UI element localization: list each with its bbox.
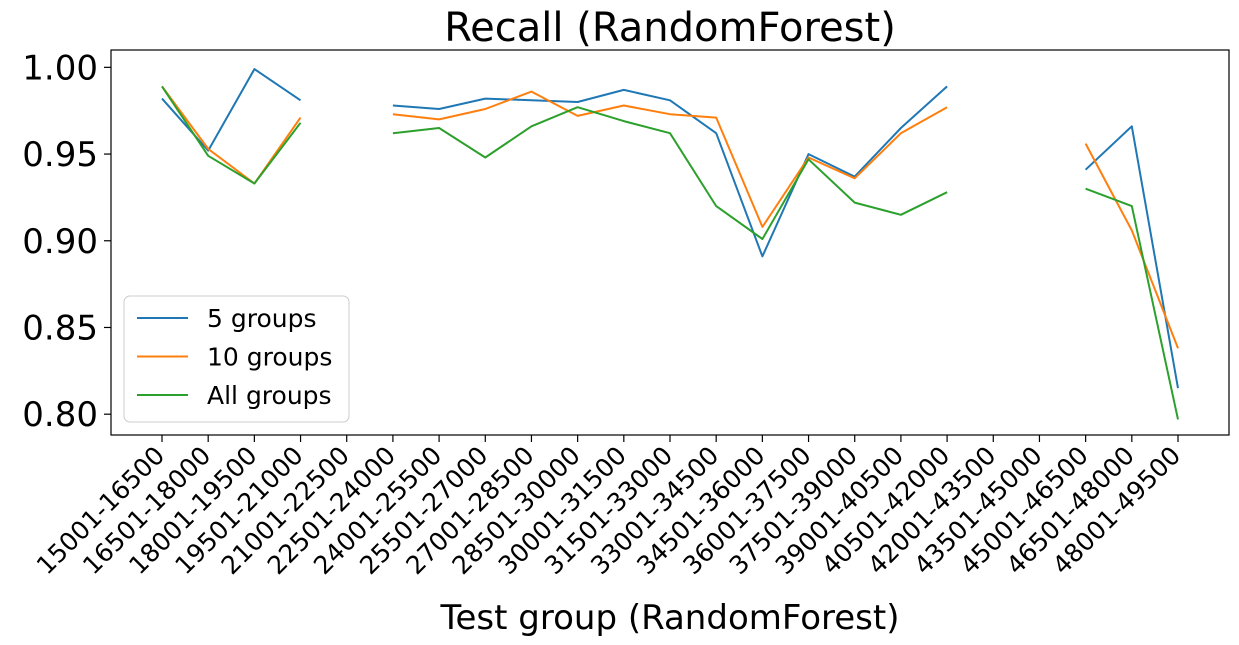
series-line-2 [161, 85, 1179, 349]
x-axis: 15001-1650016501-1800018001-1950019501-2… [31, 435, 1186, 580]
x-axis-label: Test group (RandomForest) [440, 598, 900, 638]
y-tick-label: 0.80 [22, 395, 98, 435]
legend-label: All groups [207, 381, 332, 410]
y-tick-label: 0.90 [22, 222, 98, 262]
series-line-1 [161, 68, 1179, 389]
y-tick-label: 0.85 [22, 308, 98, 348]
series-lines [161, 68, 1179, 420]
legend-label: 10 groups [207, 343, 332, 372]
y-tick-label: 1.00 [22, 48, 98, 88]
y-axis: 0.80 0.85 0.90 0.95 1.00 [22, 48, 111, 435]
legend: 5 groups 10 groups All groups [123, 295, 350, 423]
series-line-3 [161, 85, 1179, 420]
legend-frame [123, 295, 350, 423]
y-tick-label: 0.95 [22, 135, 98, 175]
legend-label: 5 groups [207, 304, 317, 333]
chart-title: Recall (RandomForest) [444, 5, 896, 51]
